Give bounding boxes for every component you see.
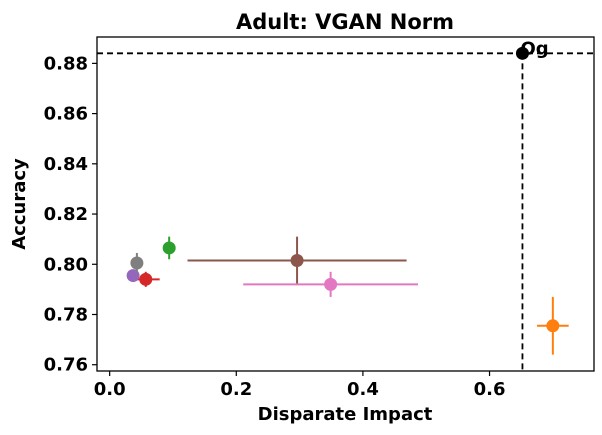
y-axis-label: Accuracy — [9, 158, 30, 250]
data-point-group — [515, 46, 529, 60]
x-tick-label: 0.0 — [94, 379, 126, 400]
y-tick-label: 0.76 — [44, 355, 88, 376]
data-point-group — [187, 236, 407, 285]
y-tick-label: 0.88 — [44, 53, 88, 74]
data-point — [130, 256, 144, 270]
y-tick-label: 0.86 — [44, 104, 88, 125]
x-axis-label: Disparate Impact — [258, 404, 433, 425]
data-point — [139, 272, 153, 286]
data-point-group — [162, 236, 176, 260]
plot-area: Og — [97, 38, 594, 371]
x-tick-label: 0.4 — [347, 379, 379, 400]
data-point — [162, 241, 176, 255]
data-point — [546, 319, 560, 333]
y-tick-label: 0.80 — [44, 254, 88, 275]
y-tick-label: 0.82 — [44, 204, 88, 225]
y-tick-label: 0.78 — [44, 304, 88, 325]
y-tick-label: 0.84 — [44, 154, 88, 175]
chart-title: Adult: VGAN Norm — [236, 10, 454, 34]
x-tick-label: 0.6 — [474, 379, 506, 400]
data-point — [515, 46, 529, 60]
data-point — [290, 254, 304, 268]
x-tick-label: 0.2 — [220, 379, 252, 400]
data-point-group — [243, 271, 418, 297]
point-annotation: Og — [520, 38, 548, 59]
data-point-group — [537, 296, 569, 355]
data-point — [324, 277, 338, 291]
x-axis: 0.0 0.2 0.4 0.6 — [94, 371, 506, 400]
plot-frame — [96, 36, 595, 372]
y-axis: 0.76 0.78 0.80 0.82 0.84 0.86 0.88 — [44, 53, 97, 376]
data-point-group — [130, 252, 144, 274]
